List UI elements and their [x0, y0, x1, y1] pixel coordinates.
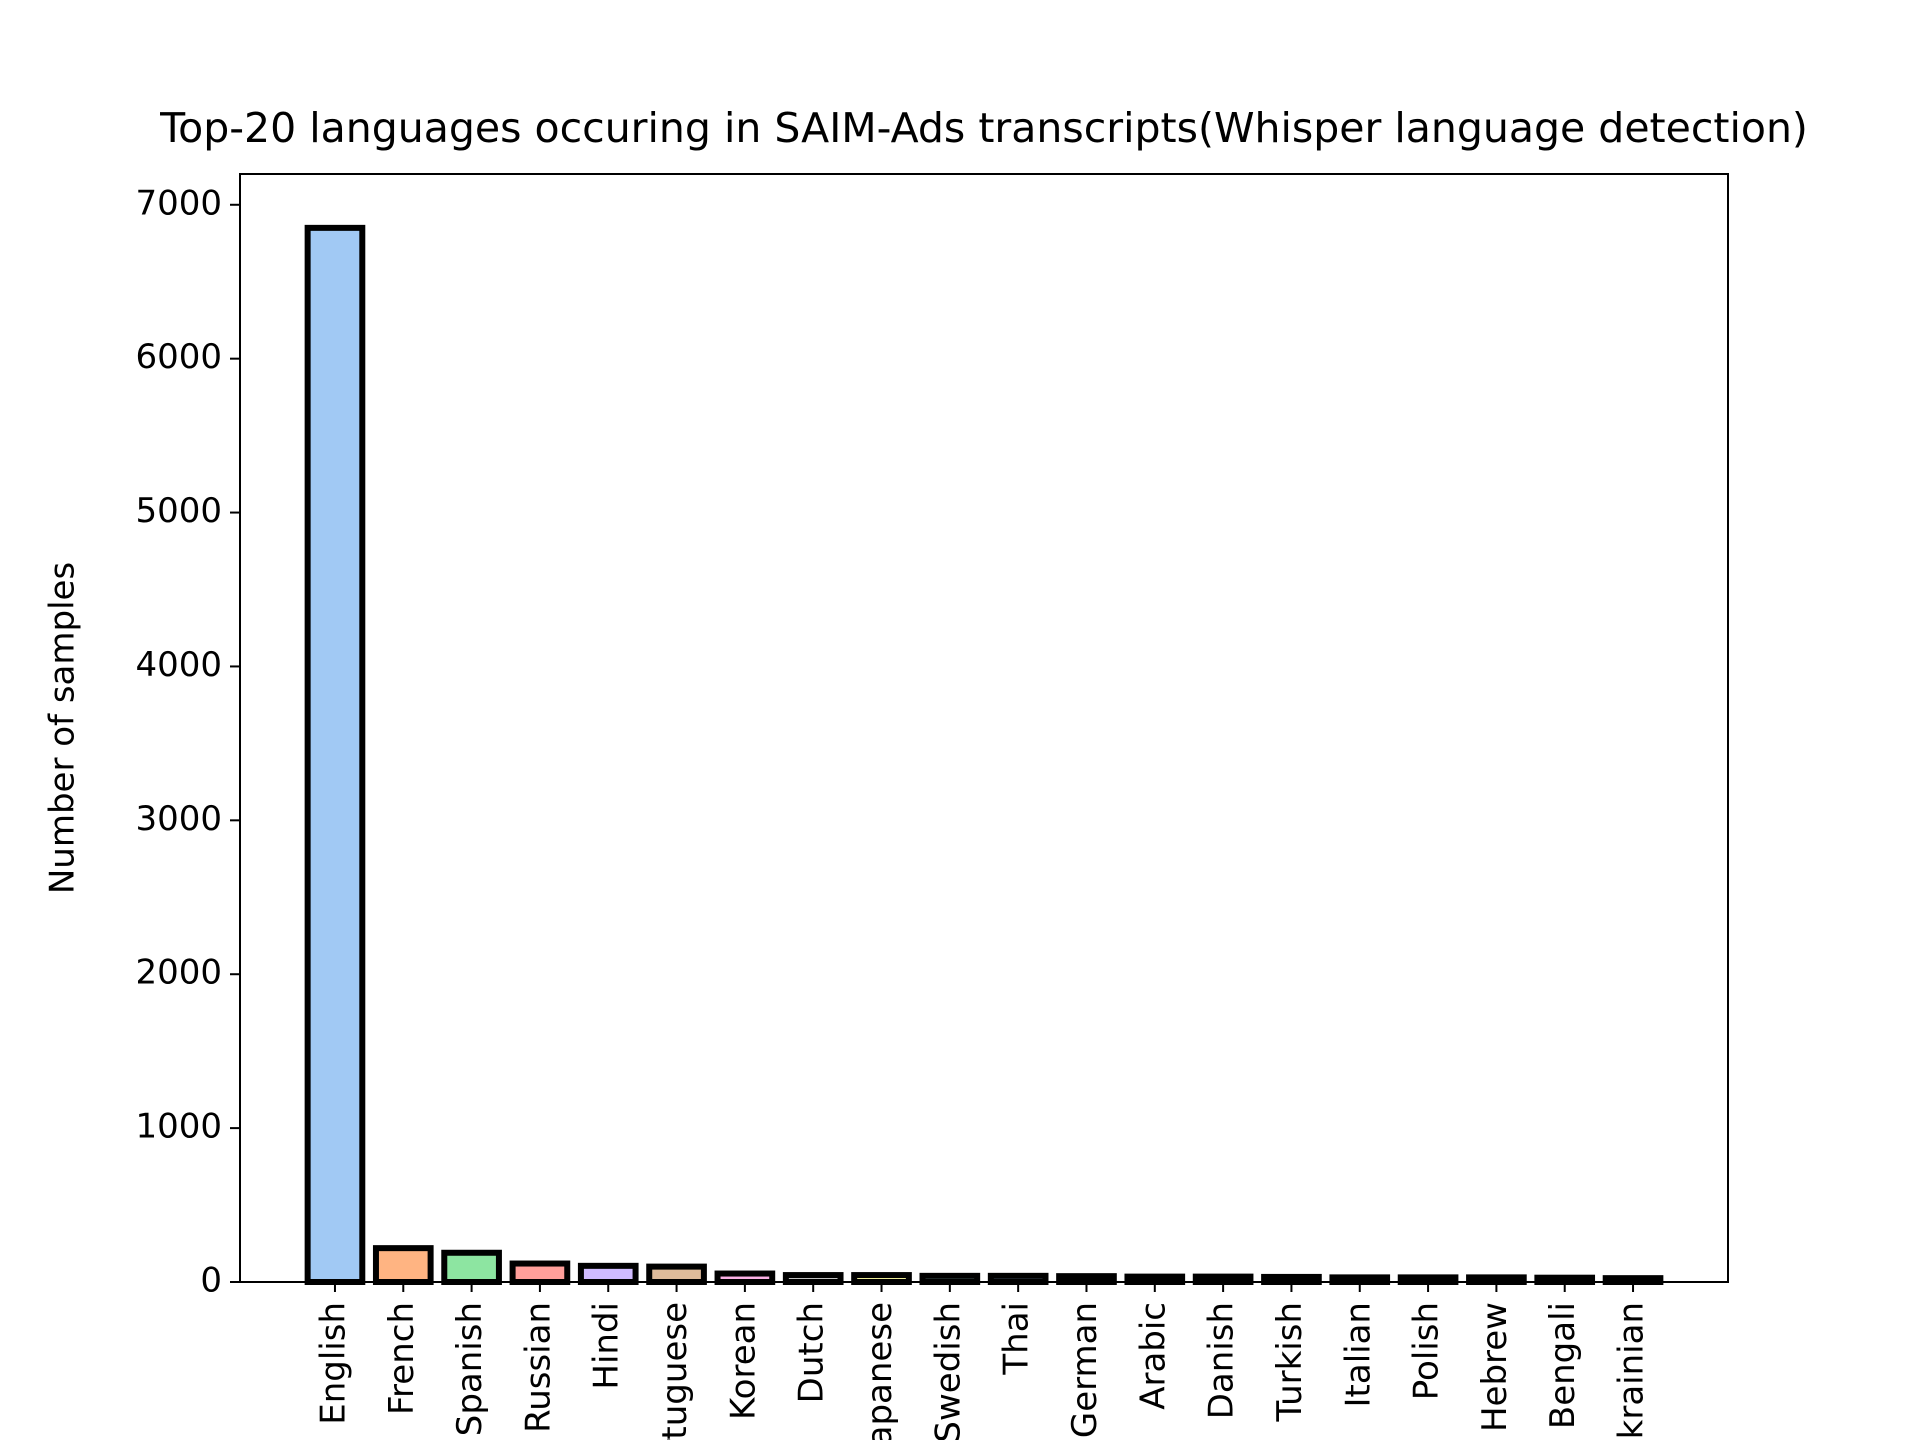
- bar: [577, 1262, 639, 1286]
- bar: [782, 1272, 844, 1285]
- x-tick-label: Russian: [518, 1302, 558, 1433]
- x-tick-label: Dutch: [792, 1302, 832, 1403]
- bar: [304, 224, 366, 1286]
- x-tick-label: Hindi: [587, 1302, 627, 1390]
- y-tick-label: 4000: [135, 645, 222, 685]
- x-tick-label: English: [313, 1302, 353, 1425]
- x-tick-label: Hebrew: [1475, 1302, 1515, 1432]
- x-tick-label: French: [382, 1302, 422, 1415]
- x-tick-label: Japanese: [860, 1302, 900, 1440]
- y-tick-label: 3000: [135, 799, 222, 839]
- x-tick-label: Spanish: [450, 1302, 490, 1436]
- y-tick-label: 0: [200, 1261, 222, 1301]
- x-tick-label: Danish: [1202, 1302, 1242, 1419]
- y-axis-label: Number of samples: [43, 562, 83, 894]
- chart-title: Top-20 languages occuring in SAIM-Ads tr…: [159, 104, 1808, 152]
- bar: [372, 1245, 434, 1285]
- bar: [441, 1249, 502, 1285]
- y-tick-label: 7000: [135, 183, 222, 223]
- x-tick-label: Turkish: [1270, 1302, 1310, 1423]
- x-tick-label: Italian: [1338, 1302, 1378, 1407]
- x-tick-label: Korean: [723, 1302, 763, 1420]
- y-tick-label: 5000: [135, 491, 222, 531]
- y-tick-label: 2000: [135, 953, 222, 993]
- x-tick-label: Ukrainian: [1612, 1302, 1652, 1440]
- bar: [509, 1260, 571, 1285]
- y-tick-label: 6000: [135, 337, 222, 377]
- x-tick-label: Bengali: [1543, 1302, 1583, 1429]
- x-tick-label: Portuguese: [655, 1302, 695, 1440]
- bar: [851, 1272, 912, 1285]
- bar: [646, 1263, 707, 1285]
- x-tick-label: Polish: [1407, 1302, 1447, 1400]
- y-tick-label: 1000: [135, 1107, 222, 1147]
- x-tick-label: German: [1065, 1302, 1105, 1438]
- x-tick-label: Thai: [997, 1302, 1037, 1376]
- x-tick-label: Arabic: [1133, 1302, 1173, 1410]
- bar: [714, 1270, 776, 1286]
- x-tick-label: Swedish: [928, 1302, 968, 1440]
- plot-frame: [239, 173, 1729, 1283]
